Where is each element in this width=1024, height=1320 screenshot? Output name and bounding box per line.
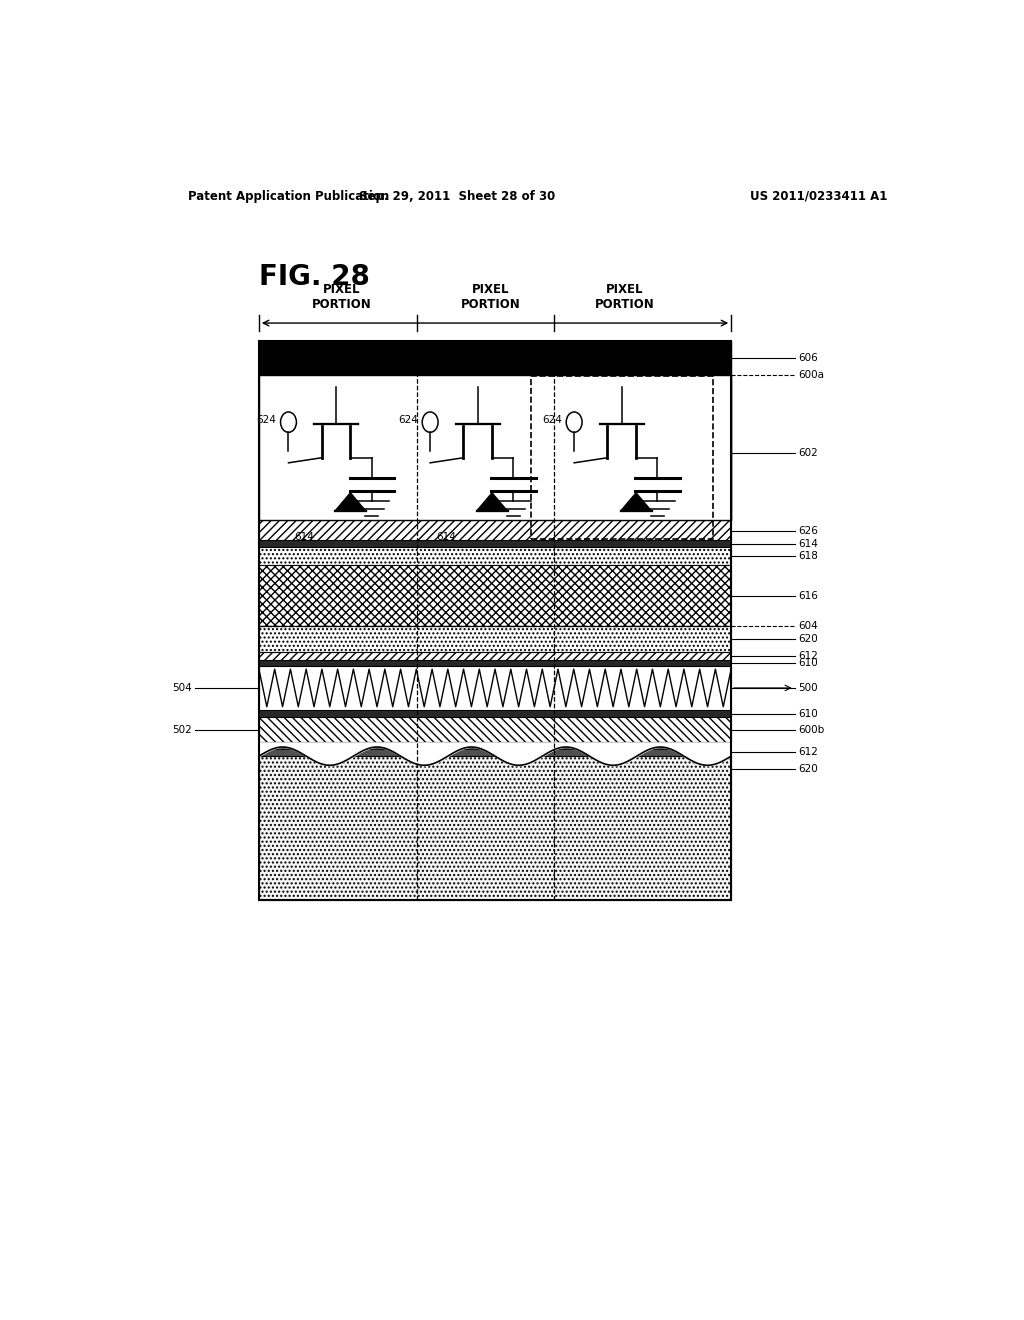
Text: 626: 626 <box>799 527 818 536</box>
Text: 620: 620 <box>799 634 818 644</box>
Text: 614: 614 <box>799 539 818 549</box>
Text: US 2011/0233411 A1: US 2011/0233411 A1 <box>750 190 887 202</box>
Text: 504: 504 <box>172 682 191 693</box>
Text: 610: 610 <box>799 657 818 668</box>
Text: 602: 602 <box>799 449 818 458</box>
Text: 622: 622 <box>468 364 487 375</box>
Text: PIXEL
PORTION: PIXEL PORTION <box>461 282 520 312</box>
Text: 612: 612 <box>799 747 818 758</box>
Polygon shape <box>335 492 366 511</box>
Bar <box>259 710 731 717</box>
Text: 610: 610 <box>799 709 818 718</box>
Text: 604: 604 <box>799 622 818 631</box>
Polygon shape <box>621 492 651 511</box>
Text: 614: 614 <box>436 532 456 543</box>
Bar <box>259 756 731 900</box>
Text: 620: 620 <box>799 764 818 774</box>
Text: 500: 500 <box>799 682 818 693</box>
Bar <box>259 342 731 900</box>
Text: 606: 606 <box>799 354 818 363</box>
Text: 614: 614 <box>295 532 314 543</box>
Text: PIXEL
PORTION: PIXEL PORTION <box>595 282 654 312</box>
Bar <box>259 540 731 546</box>
Bar <box>259 375 731 520</box>
Text: 624: 624 <box>257 414 276 425</box>
Polygon shape <box>476 492 508 511</box>
Bar <box>259 665 731 710</box>
Bar <box>259 565 731 627</box>
Text: Sep. 29, 2011  Sheet 28 of 30: Sep. 29, 2011 Sheet 28 of 30 <box>359 190 555 202</box>
Text: 624: 624 <box>398 414 418 425</box>
Bar <box>259 660 731 665</box>
Bar <box>259 652 731 660</box>
Text: 622: 622 <box>327 364 346 375</box>
Text: 502: 502 <box>172 725 191 735</box>
Bar <box>259 342 731 375</box>
Bar <box>259 742 731 750</box>
Bar <box>259 520 731 540</box>
Bar <box>259 375 731 520</box>
Text: 616: 616 <box>799 591 818 602</box>
Bar <box>259 546 731 565</box>
Bar <box>259 750 731 756</box>
Text: 624: 624 <box>543 414 562 425</box>
Bar <box>259 717 731 742</box>
Text: 612: 612 <box>799 651 818 660</box>
Text: 622: 622 <box>612 364 632 375</box>
Text: 600a: 600a <box>799 370 824 380</box>
Text: 600b: 600b <box>799 725 825 735</box>
Bar <box>530 376 713 539</box>
Bar <box>259 627 731 652</box>
Text: PIXEL
PORTION: PIXEL PORTION <box>311 282 372 312</box>
Text: FIG. 28: FIG. 28 <box>259 263 370 290</box>
Text: Patent Application Publication: Patent Application Publication <box>187 190 389 202</box>
Text: 618: 618 <box>799 550 818 561</box>
